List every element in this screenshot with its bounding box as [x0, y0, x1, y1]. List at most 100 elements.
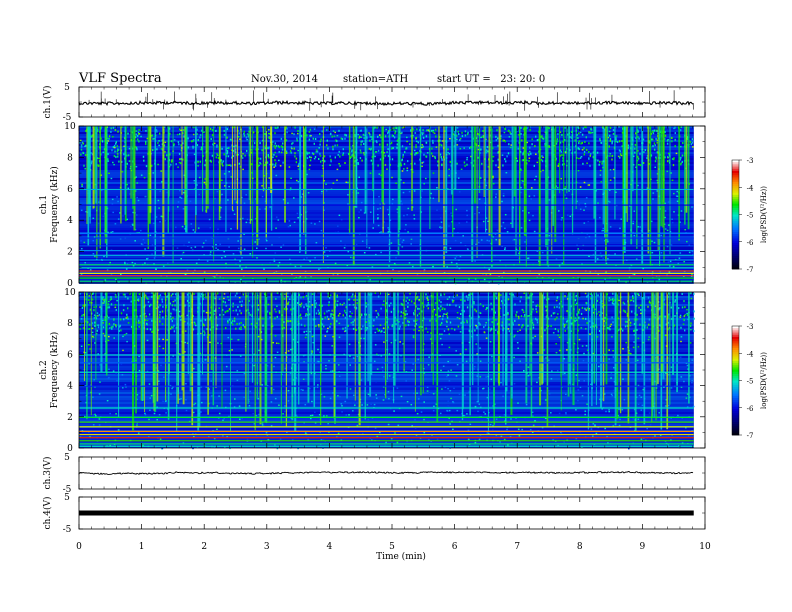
spectrogram-speckle [280, 137, 283, 140]
spectrogram-speckle [502, 139, 504, 142]
spectrogram-speckle [185, 409, 188, 412]
spectrogram-speckle [599, 160, 601, 163]
spectrogram-speckle [102, 151, 105, 153]
spectrogram-speckle [80, 209, 83, 211]
sferic-streak [149, 126, 152, 213]
spectrogram-speckle [233, 317, 236, 320]
spectrogram-speckle [467, 296, 469, 299]
spectrogram-speckle [592, 156, 594, 159]
spectrogram-speckle [556, 296, 558, 299]
spectrogram-speckle [592, 322, 594, 325]
spectrogram-speckle [448, 346, 451, 349]
spectrogram-speckle [240, 304, 243, 306]
spectrogram-speckle [455, 350, 457, 352]
spectrogram-speckle [307, 192, 310, 194]
spectrogram-speckle [560, 432, 563, 435]
spectrogram-speckle [115, 295, 117, 298]
spectrogram-speckle [379, 203, 382, 206]
spectrogram-speckle [495, 139, 497, 142]
spectrogram-speckle [655, 156, 657, 158]
spectrogram-speckle [611, 298, 614, 301]
spectrogram-speckle [689, 342, 692, 344]
spectrogram-speckle [552, 439, 554, 441]
spectrogram-speckle [451, 327, 453, 330]
spectrogram-speckle [633, 341, 635, 343]
spectrogram-speckle [405, 324, 407, 327]
spectrogram-speckle [195, 324, 197, 327]
spectrogram-speckle [272, 163, 274, 166]
spectrogram-speckle [311, 414, 314, 416]
colorbar-segment [732, 242, 739, 246]
spectrogram-speckle [666, 170, 669, 173]
spectrogram-speckle [344, 326, 347, 329]
spectrogram-speckle [277, 265, 280, 267]
spectrogram-speckle [93, 317, 95, 320]
spectrogram-speckle [589, 333, 591, 335]
spectrogram-speckle [385, 316, 388, 319]
spectrogram-speckle [503, 131, 506, 134]
spectrogram-speckle [193, 321, 196, 324]
spectrogram-speckle [222, 314, 225, 316]
spectrogram-speckle [599, 174, 602, 176]
spectrogram-speckle [501, 324, 503, 327]
spectrogram-speckle [321, 130, 323, 133]
colorbar-segment [732, 253, 739, 257]
spectrogram-speckle [583, 209, 585, 211]
spectrogram-speckle [676, 200, 679, 202]
sferic-streak [513, 126, 516, 197]
spectrogram-speckle [184, 351, 186, 353]
spectrogram-speckle [131, 261, 134, 264]
spectrogram-speckle [536, 321, 539, 324]
spectrogram-speckle [591, 132, 594, 134]
sferic-streak [284, 126, 286, 223]
spectrogram-speckle [410, 129, 412, 132]
spectrogram-speckle [209, 253, 212, 256]
spectrogram-speckle [465, 295, 468, 298]
spectrogram-speckle [164, 158, 166, 161]
spectrogram-speckle [446, 316, 449, 319]
spectrogram-speckle [261, 149, 263, 152]
spectrogram-speckle [127, 132, 129, 135]
spectrogram-speckle [304, 324, 306, 327]
spectrogram-speckle [674, 138, 676, 141]
spectrogram-speckle [379, 431, 381, 434]
spectrogram-speckle [497, 137, 499, 140]
spectrogram-speckle [274, 356, 277, 359]
spectrogram-speckle [344, 133, 346, 136]
spectrogram-speckle [636, 318, 638, 321]
sferic-streak [252, 126, 254, 258]
spectrogram-speckle [158, 140, 160, 142]
spectrogram-speckle [446, 303, 448, 306]
spectrogram-speckle [342, 152, 345, 155]
spectrogram-speckle [563, 324, 566, 326]
spectrogram-speckle [439, 315, 441, 317]
spectrogram-speckle [301, 193, 304, 195]
spectrogram-speckle [227, 310, 229, 312]
spectrogram-speckle [577, 399, 579, 402]
spectrogram-speckle [213, 142, 216, 145]
spectrogram-speckle [384, 135, 387, 138]
spectrogram-speckle [234, 398, 236, 400]
spectrogram-speckle [108, 376, 110, 379]
spectrogram-speckle [387, 231, 390, 233]
y-tick-label: 4 [67, 216, 73, 226]
spectrogram-speckle [138, 128, 140, 131]
spectrogram-speckle [129, 193, 131, 195]
spectrogram-speckle [650, 138, 653, 141]
spectrogram-speckle [351, 149, 353, 152]
colorbar-segment [732, 168, 739, 172]
spectrogram-speckle [117, 148, 119, 151]
spectrogram-speckle [368, 247, 371, 249]
spectrogram-speckle [339, 164, 341, 167]
spectrogram-speckle [581, 133, 584, 136]
spectrogram-speckle [314, 156, 317, 158]
spectrogram-speckle [297, 130, 299, 132]
spectrogram-speckle [176, 323, 178, 326]
sferic-streak [450, 126, 453, 195]
spectrogram-speckle [601, 230, 603, 232]
spectrogram-speckle [602, 227, 604, 230]
spectrogram-speckle [126, 313, 128, 316]
spectrogram-speckle [532, 337, 534, 339]
spectrogram-speckle [652, 132, 655, 135]
spectrogram-speckle [210, 395, 213, 397]
